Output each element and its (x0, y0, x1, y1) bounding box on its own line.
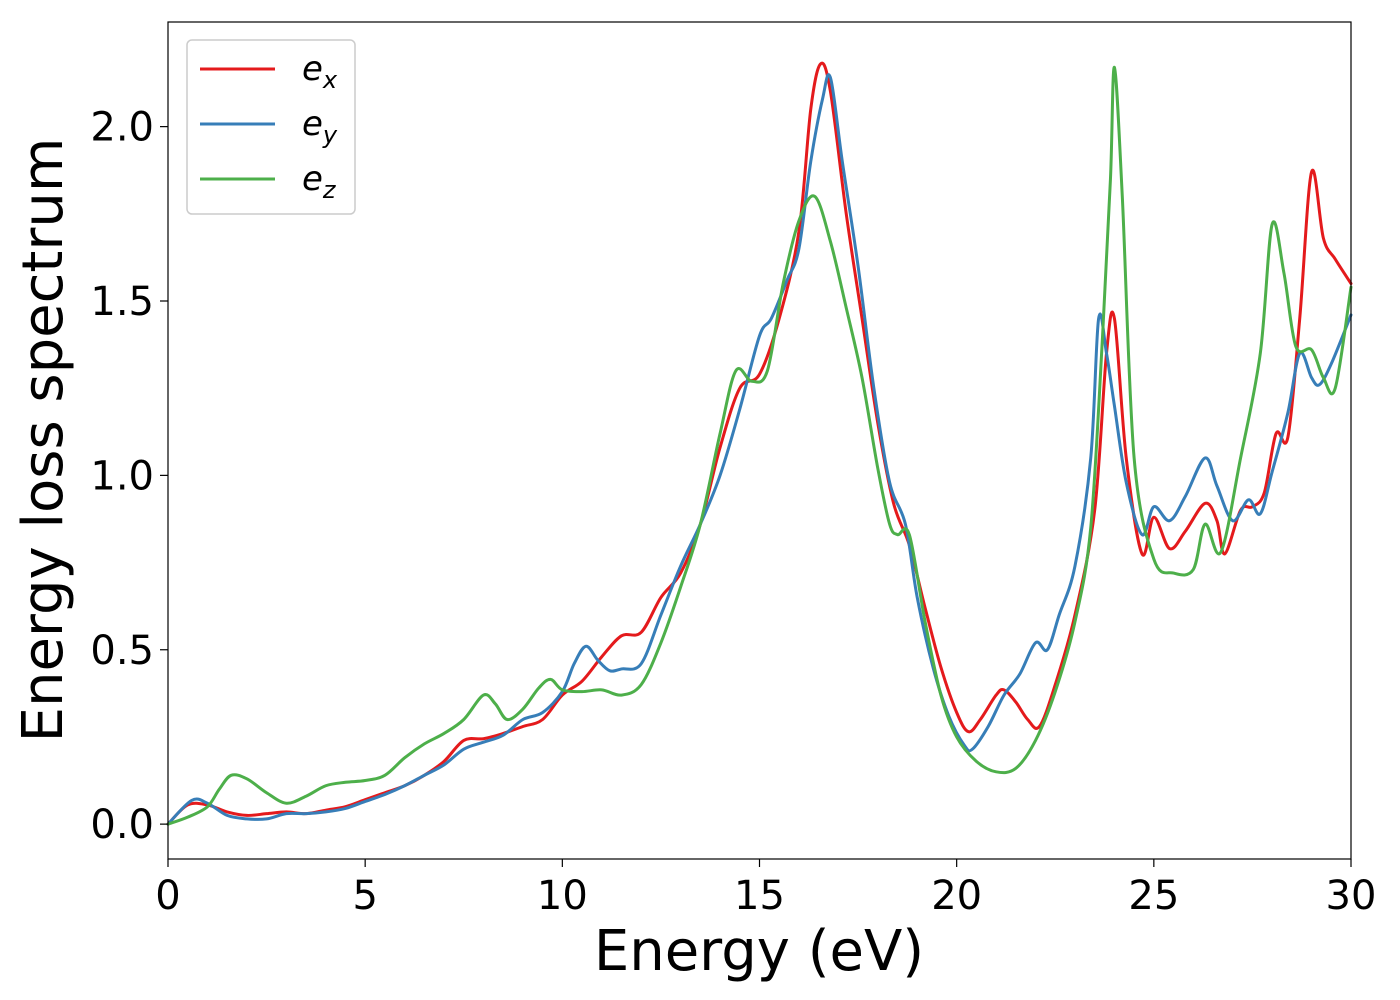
x-tick-label: 15 (734, 873, 785, 919)
legend-label-base: e (302, 49, 323, 89)
legend-box (186, 39, 356, 215)
x-tick-label: 0 (155, 873, 180, 919)
x-tick-label: 10 (537, 873, 588, 919)
x-axis-title: Energy (eV) (594, 919, 924, 984)
legend-label-e-y: ey (302, 104, 338, 149)
legend-label-subscript: z (322, 176, 337, 204)
y-tick-label: 0.5 (90, 628, 154, 674)
legend-label-e-z: ez (302, 159, 337, 204)
x-tick-label: 5 (352, 873, 377, 919)
legend-label-base: e (302, 104, 323, 144)
x-tick-label: 25 (1128, 873, 1179, 919)
plot-lines (166, 61, 1353, 826)
x-tick-label: 20 (931, 873, 982, 919)
y-tick-label: 1.5 (90, 279, 154, 325)
legend-label-e-x: ex (302, 49, 338, 94)
y-axis-title: Energy loss spectrum (11, 138, 76, 743)
legend-label-base: e (302, 159, 323, 199)
y-tick-label: 1.0 (90, 453, 154, 499)
x-tick-label: 30 (1326, 873, 1377, 919)
legend-label-subscript: y (322, 121, 338, 149)
y-tick-label: 2.0 (90, 105, 154, 151)
legend-label-subscript: x (322, 66, 338, 94)
y-tick-label: 0.0 (90, 802, 154, 848)
series-line-e-z (166, 65, 1353, 826)
x-axis: 0 5 10 15 20 25 30 (155, 859, 1376, 919)
y-axis: 0.0 0.5 1.0 1.5 2.0 (90, 105, 168, 848)
series-line-e-y (166, 73, 1353, 826)
